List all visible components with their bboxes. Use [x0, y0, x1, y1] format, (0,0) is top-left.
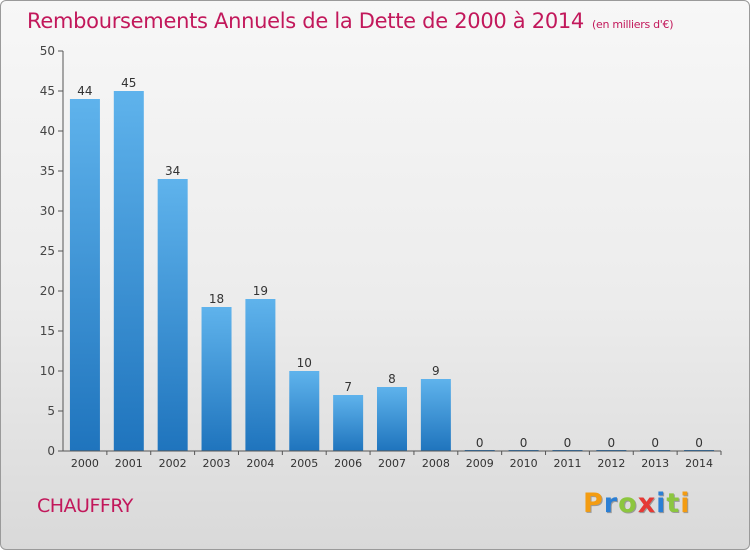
bar: [69, 99, 100, 451]
logo-letter: P: [583, 488, 604, 519]
y-tick-label: 5: [47, 404, 55, 418]
data-label: 10: [297, 356, 312, 370]
y-tick-label: 30: [40, 204, 55, 218]
x-tick-label: 2003: [203, 457, 231, 470]
bar: [420, 379, 451, 451]
y-axis: 0 5 10 15 20 25 30 35 40 45 50: [40, 44, 64, 458]
bars: 44 45 34 18 19 10 7 8 9 0 0 0 0 0 0: [69, 76, 715, 451]
data-label: 9: [432, 364, 440, 378]
logo-letter: o: [618, 488, 638, 519]
x-tick-label: 2007: [378, 457, 406, 470]
x-tick-label: 2002: [159, 457, 187, 470]
town-name: CHAUFFRY: [37, 495, 133, 517]
data-label: 45: [121, 76, 136, 90]
proxiti-logo: Proxiti: [583, 488, 691, 519]
bar: [333, 395, 364, 451]
data-label: 0: [695, 436, 703, 450]
x-tick-label: 2009: [466, 457, 494, 470]
data-label: 8: [388, 372, 396, 386]
y-tick-label: 15: [40, 324, 55, 338]
bar: [113, 91, 144, 451]
y-tick-label: 45: [40, 84, 55, 98]
bar: [201, 307, 232, 451]
bar: [245, 299, 276, 451]
y-tick-label: 20: [40, 284, 55, 298]
y-tick-label: 25: [40, 244, 55, 258]
logo-letter: t: [666, 488, 681, 519]
bar: [377, 387, 407, 451]
data-label: 34: [165, 164, 180, 178]
x-tick-label: 2012: [597, 457, 625, 470]
x-tick-label: 2013: [641, 457, 669, 470]
x-tick-label: 2006: [334, 457, 362, 470]
data-label: 0: [520, 436, 528, 450]
data-label: 0: [651, 436, 659, 450]
x-tick-label: 2000: [71, 457, 99, 470]
chart-title: Remboursements Annuels de la Dette de 20…: [27, 9, 673, 33]
chart-title-text: Remboursements Annuels de la Dette de 20…: [27, 9, 584, 33]
bar: [157, 179, 188, 451]
data-label: 7: [344, 380, 352, 394]
x-tick-label: 2008: [422, 457, 450, 470]
x-tick-label: 2014: [685, 457, 713, 470]
data-label: 19: [253, 284, 268, 298]
data-label: 0: [476, 436, 484, 450]
data-label: 44: [77, 84, 92, 98]
data-label: 0: [608, 436, 616, 450]
data-label: 0: [564, 436, 572, 450]
logo-letter: i: [680, 488, 691, 519]
x-tick-label: 2011: [553, 457, 581, 470]
x-tick-label: 2004: [246, 457, 274, 470]
logo-letter: r: [603, 488, 619, 519]
logo-letter: i: [656, 488, 667, 519]
chart-subtitle: (en milliers d'€): [592, 18, 674, 31]
data-label: 18: [209, 292, 224, 306]
y-tick-label: 50: [40, 44, 55, 58]
x-tick-label: 2005: [290, 457, 318, 470]
x-tick-label: 2001: [115, 457, 143, 470]
bar: [289, 371, 320, 451]
y-tick-label: 35: [40, 164, 55, 178]
y-tick-label: 40: [40, 124, 55, 138]
y-tick-label: 10: [40, 364, 55, 378]
logo-letter: x: [637, 488, 657, 519]
x-axis: 2000 2001 2002 2003 2004 2005 2006 2007 2008 2009…: [63, 450, 722, 470]
x-tick-label: 2010: [510, 457, 538, 470]
y-tick-label: 0: [47, 444, 55, 458]
